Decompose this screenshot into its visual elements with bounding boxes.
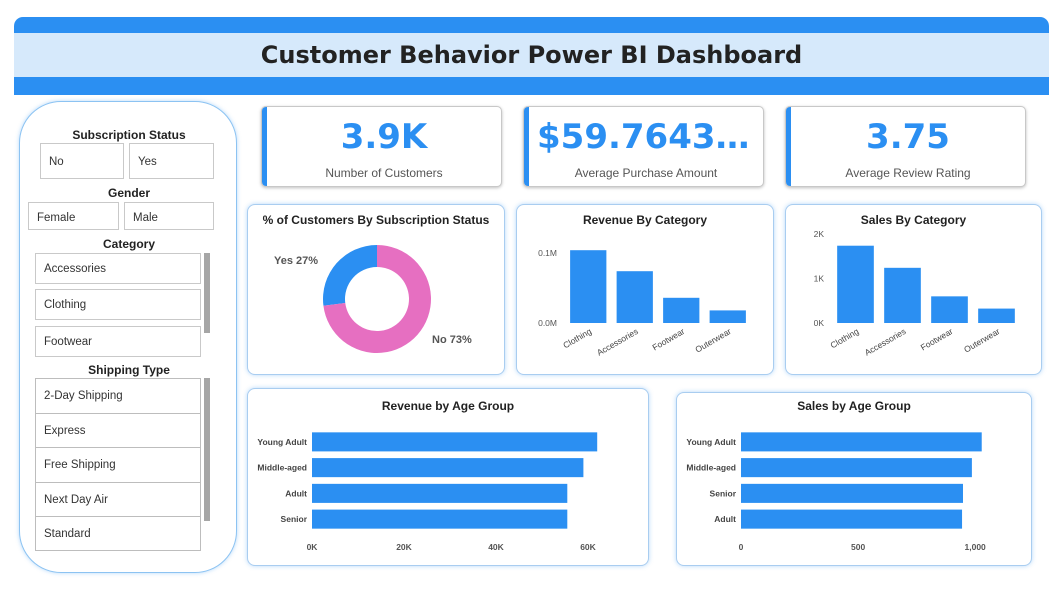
category-title: Category: [102, 237, 155, 251]
chart-title: Sales by Age Group: [797, 399, 911, 413]
sales-by-age-chart[interactable]: Young Adult Middle-aged Senior Adult 0 500 1,0…: [677, 393, 1033, 567]
x-tick-label: Accessories: [595, 326, 640, 358]
y-tick-label: Senior: [281, 514, 308, 524]
x-tick-label: 0K: [307, 542, 319, 552]
category-option-clothing[interactable]: Clothing: [35, 289, 201, 320]
kpi-label-purchase-amount: Average Purchase Amount: [574, 166, 718, 180]
y-tick-label: 0K: [814, 318, 825, 328]
shipping-type-list: 2-Day Shipping Express Free Shipping Nex…: [35, 378, 201, 551]
y-tick-label: Young Adult: [257, 437, 307, 447]
header-top-band: [14, 17, 1049, 33]
bar-accessories: [884, 267, 921, 323]
gender-option-male[interactable]: Male: [124, 202, 214, 230]
y-tick-label: 2K: [814, 229, 825, 239]
category-option-footwear[interactable]: Footwear: [35, 326, 201, 357]
revenue-by-age-card: Revenue by Age Group Young Adult Middle-a…: [247, 388, 649, 566]
bar-senior: [741, 483, 963, 503]
kpi-value-review-rating: 3.75: [866, 117, 950, 157]
y-tick-label: 1K: [814, 274, 825, 284]
shipping-option-standard[interactable]: Standard: [44, 528, 91, 540]
bar-young-adult: [741, 432, 982, 452]
kpi-accent-bar: [786, 107, 791, 186]
donut-label-no: No 73%: [432, 334, 472, 346]
y-tick-label: 0.0M: [538, 318, 557, 328]
x-tick-label: Footwear: [919, 326, 955, 352]
donut-slice-yes: [323, 245, 377, 306]
subscription-donut-chart[interactable]: Yes 27% No 73%: [248, 205, 506, 376]
gender-option-female[interactable]: Female: [28, 202, 119, 230]
shipping-type-title: Shipping Type: [88, 363, 170, 377]
bar-clothing: [837, 245, 874, 323]
y-tick-label: 0.1M: [538, 248, 557, 258]
kpi-card-purchase-amount: $59.764358... Average Purchase Amount: [523, 106, 764, 187]
kpi-card-review-rating: 3.75 Average Review Rating: [785, 106, 1026, 187]
x-tick-label: Clothing: [828, 326, 860, 350]
x-tick-label: 1,000: [965, 542, 987, 552]
kpi-label-review-rating: Average Review Rating: [845, 166, 971, 180]
kpi-accent-bar: [262, 107, 267, 186]
header-bottom-band: [14, 77, 1049, 95]
subscription-option-yes[interactable]: Yes: [129, 143, 214, 179]
x-tick-label: 60K: [580, 542, 596, 552]
shipping-option-next-day-air[interactable]: Next Day Air: [36, 483, 200, 517]
chart-title: Revenue By Category: [582, 213, 708, 227]
category-scrollbar[interactable]: [204, 253, 210, 333]
bar-outerwear: [978, 308, 1015, 323]
y-tick-label: Adult: [285, 488, 307, 498]
bar-outerwear: [709, 310, 746, 323]
bar-footwear: [663, 297, 700, 323]
bar-adult: [741, 509, 963, 529]
chart-title: % of Customers By Subscription Status: [262, 213, 490, 227]
kpi-card-customers: 3.9K Number of Customers: [261, 106, 502, 187]
bar-clothing: [570, 250, 607, 323]
subscription-donut-card: % of Customers By Subscription Status Ye…: [247, 204, 505, 375]
shipping-type-scrollbar[interactable]: [204, 378, 210, 521]
shipping-option-2-day[interactable]: 2-Day Shipping: [36, 379, 200, 414]
donut-slice-no: [323, 245, 431, 353]
sales-by-category-card: Sales By Category 0K 1K 2K Clothing Accessor…: [785, 204, 1042, 375]
filter-panel: Subscription Status No Yes Gender Female…: [19, 101, 237, 573]
x-tick-label: 20K: [396, 542, 412, 552]
x-tick-label: Accessories: [863, 326, 908, 358]
kpi-label-customers: Number of Customers: [325, 166, 443, 180]
bar-adult: [312, 483, 568, 503]
sales-by-age-card: Sales by Age Group Young Adult Middle-age…: [676, 392, 1032, 566]
kpi-accent-bar: [524, 107, 529, 186]
bar-footwear: [931, 296, 968, 323]
y-tick-label: Senior: [710, 488, 737, 498]
bar-middle-aged: [741, 458, 972, 478]
category-option-accessories[interactable]: Accessories: [35, 253, 201, 284]
sales-by-category-chart[interactable]: 0K 1K 2K Clothing Accessories Footwear Outerwe…: [786, 205, 1043, 376]
gender-title: Gender: [107, 186, 150, 200]
x-tick-label: Outerwear: [962, 326, 1002, 355]
kpi-value-customers: 3.9K: [340, 117, 428, 157]
x-tick-label: 0: [739, 542, 744, 552]
chart-title: Sales By Category: [860, 213, 967, 227]
header-band: [14, 33, 1049, 77]
x-tick-label: 500: [851, 542, 865, 552]
x-tick-label: 40K: [488, 542, 504, 552]
x-tick-label: Outerwear: [693, 326, 733, 355]
donut-label-yes: Yes 27%: [274, 255, 318, 267]
subscription-option-no[interactable]: No: [40, 143, 124, 179]
x-tick-label: Clothing: [561, 326, 593, 350]
y-tick-label: Middle-aged: [686, 463, 736, 473]
subscription-status-title: Subscription Status: [72, 128, 186, 142]
kpi-value-purchase-amount: $59.764358...: [537, 117, 763, 157]
shipping-option-express[interactable]: Express: [36, 414, 200, 448]
chart-title: Revenue by Age Group: [381, 399, 515, 413]
bar-senior: [312, 509, 568, 529]
shipping-option-free[interactable]: Free Shipping: [36, 448, 200, 483]
y-tick-label: Middle-aged: [257, 463, 307, 473]
revenue-by-category-card: Revenue By Category 0.0M 0.1M Clothing Acce…: [516, 204, 774, 375]
y-tick-label: Adult: [714, 514, 736, 524]
bar-young-adult: [312, 432, 598, 452]
revenue-by-category-chart[interactable]: 0.0M 0.1M Clothing Accessories Footwear Outer…: [517, 205, 775, 376]
page-title: Customer Behavior Power BI Dashboard: [260, 41, 803, 69]
x-tick-label: Footwear: [651, 326, 687, 352]
revenue-by-age-chart[interactable]: Young Adult Middle-aged Adult Senior 0K 20K 40…: [248, 389, 650, 567]
bar-middle-aged: [312, 458, 584, 478]
y-tick-label: Young Adult: [686, 437, 736, 447]
bar-accessories: [616, 271, 653, 323]
